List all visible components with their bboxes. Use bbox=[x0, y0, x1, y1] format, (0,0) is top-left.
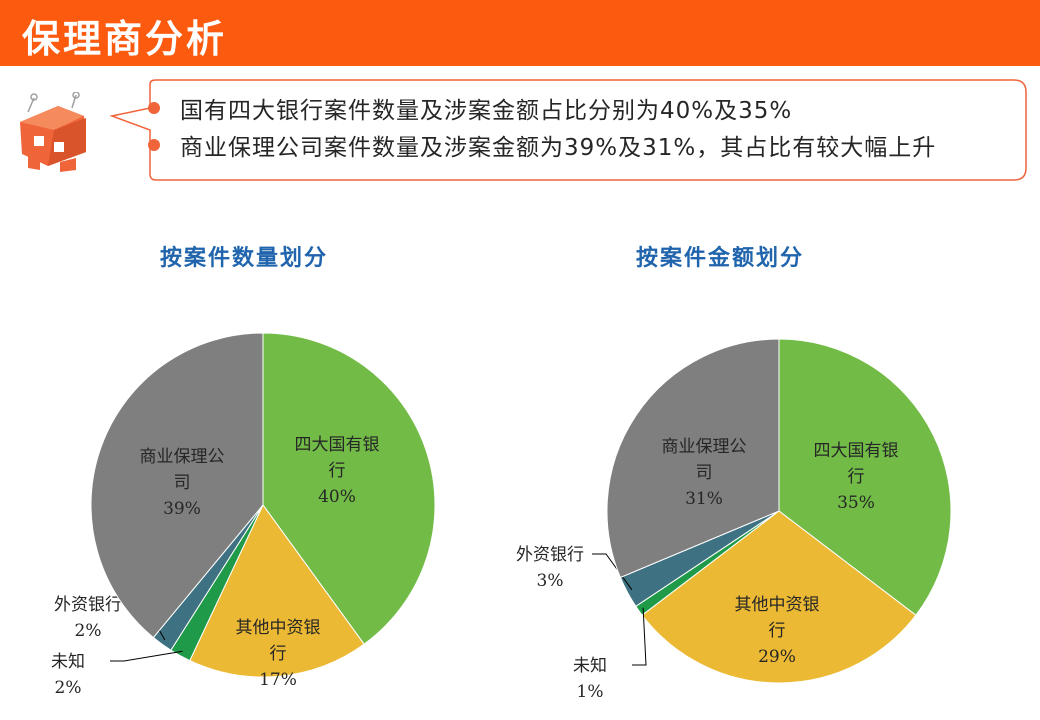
leader-line bbox=[632, 608, 646, 665]
slice-category-label: 司 bbox=[696, 463, 713, 483]
slice-value-label: 39% bbox=[163, 499, 201, 519]
slice-value-label: 29% bbox=[758, 647, 796, 667]
slice-category-label: 未知 bbox=[573, 656, 607, 676]
slice-value-label: 40% bbox=[318, 487, 356, 507]
slice-category-label: 外资银行 bbox=[54, 595, 122, 615]
slice-category-label: 行 bbox=[848, 467, 865, 487]
slice-category-label: 商业保理公 bbox=[140, 447, 225, 467]
slice-category-label: 行 bbox=[270, 644, 287, 664]
slice-value-label: 3% bbox=[537, 571, 564, 591]
slice-category-label: 其他中资银 bbox=[735, 595, 820, 615]
slice-category-label: 四大国有银 bbox=[814, 441, 899, 461]
slice-value-label: 31% bbox=[685, 489, 723, 509]
slice-value-label: 17% bbox=[259, 670, 297, 690]
slice-value-label: 2% bbox=[75, 621, 102, 641]
slice-value-label: 2% bbox=[55, 678, 82, 698]
slice-category-label: 行 bbox=[329, 461, 346, 481]
slice-category-label: 司 bbox=[174, 473, 191, 493]
slice-category-label: 四大国有银 bbox=[295, 435, 380, 455]
slice-category-label: 未知 bbox=[51, 652, 85, 672]
slice-category-label: 外资银行 bbox=[516, 545, 584, 565]
leader-line bbox=[110, 651, 183, 661]
slice-value-label: 35% bbox=[837, 493, 875, 513]
slice-category-label: 行 bbox=[769, 621, 786, 641]
slice-value-label: 1% bbox=[577, 682, 604, 702]
slice-category-label: 其他中资银 bbox=[236, 618, 321, 638]
slice-category-label: 商业保理公 bbox=[662, 437, 747, 457]
